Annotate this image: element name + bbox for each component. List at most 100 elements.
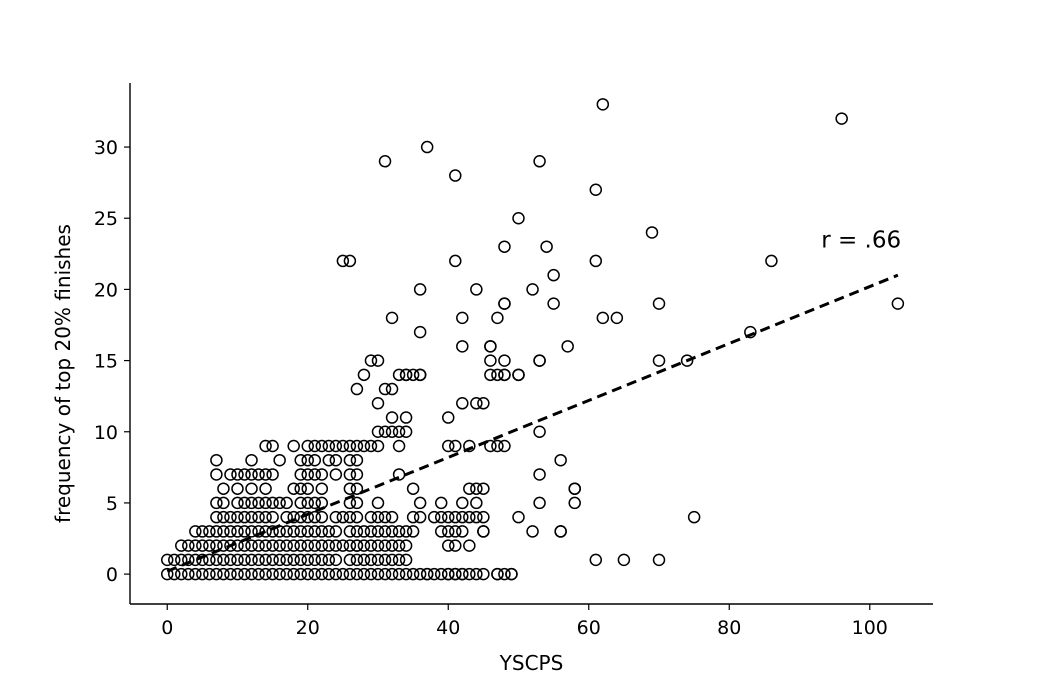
data-point [434,567,448,581]
data-point [434,525,448,538]
data-point [350,567,364,581]
data-point [280,567,293,581]
data-point [266,510,279,524]
data-point [456,525,469,538]
data-point [589,553,603,567]
data-point [463,539,476,552]
data-point [385,539,399,552]
correlation-annotation: r = .66 [821,228,901,254]
data-point [287,553,300,567]
data-point [456,567,469,581]
data-point [378,567,392,581]
data-point [399,425,413,439]
data-point [357,525,371,538]
data-point [463,510,476,524]
data-point [385,311,399,325]
data-point [294,525,307,538]
data-point [322,539,336,552]
data-point [210,510,223,524]
data-point [259,567,272,581]
data-point [308,553,322,567]
data-point [364,553,378,567]
data-point [652,354,666,367]
data-point [399,553,413,567]
data-point [210,468,223,481]
data-point [196,539,209,552]
data-point [259,482,272,495]
data-point [273,539,286,552]
data-point [687,510,701,524]
data-point [217,567,230,581]
data-point [350,439,364,453]
data-point [322,525,336,538]
data-point [413,368,427,382]
data-point [252,553,265,567]
data-point [350,510,364,524]
data-point [301,553,314,567]
data-point [385,567,399,581]
points-layer [160,98,905,581]
data-point [343,439,357,453]
data-point [308,468,322,481]
data-point [399,525,413,538]
data-point [484,439,497,453]
data-point [294,553,307,567]
data-point [350,553,364,567]
data-point [259,539,272,552]
data-point [287,525,300,538]
data-point [329,453,343,467]
x-tick-label: 20 [296,617,320,639]
data-point [210,496,223,510]
data-point [329,553,343,567]
data-point [259,496,272,510]
data-point [680,354,694,367]
data-point [252,567,265,581]
data-point [259,553,272,567]
data-point [294,482,307,495]
data-point [399,567,413,581]
data-point [217,510,230,524]
data-point [652,553,666,567]
data-point [231,482,244,495]
data-point [329,439,343,453]
data-point [441,539,455,552]
data-point [301,453,314,467]
data-point [252,539,265,552]
y-tick-label: 15 [94,351,118,373]
data-point [371,510,385,524]
data-point [554,453,567,467]
data-point [568,496,581,510]
data-point [434,496,448,510]
data-point [533,425,546,439]
data-point [315,567,329,581]
data-point [449,169,462,182]
data-point [350,496,364,510]
data-point [196,553,209,567]
data-point [245,496,258,510]
data-point [203,539,216,552]
data-point [413,510,427,524]
data-point [568,482,581,495]
data-point [420,140,434,154]
data-point [449,439,462,453]
data-point [512,368,525,382]
data-point [392,567,406,581]
data-point [308,510,322,524]
data-point [364,539,378,552]
data-point [533,496,546,510]
fit-line [166,273,899,573]
data-point [449,539,462,552]
data-point [315,539,329,552]
data-point [245,525,258,538]
data-point [357,368,371,382]
data-point [259,525,272,538]
data-point [287,539,300,552]
data-point [449,567,462,581]
data-point [266,439,279,453]
data-point [189,539,202,552]
data-point [210,525,223,538]
data-point [343,468,357,481]
data-point [378,425,392,439]
data-point [175,553,188,567]
data-point [217,553,230,567]
